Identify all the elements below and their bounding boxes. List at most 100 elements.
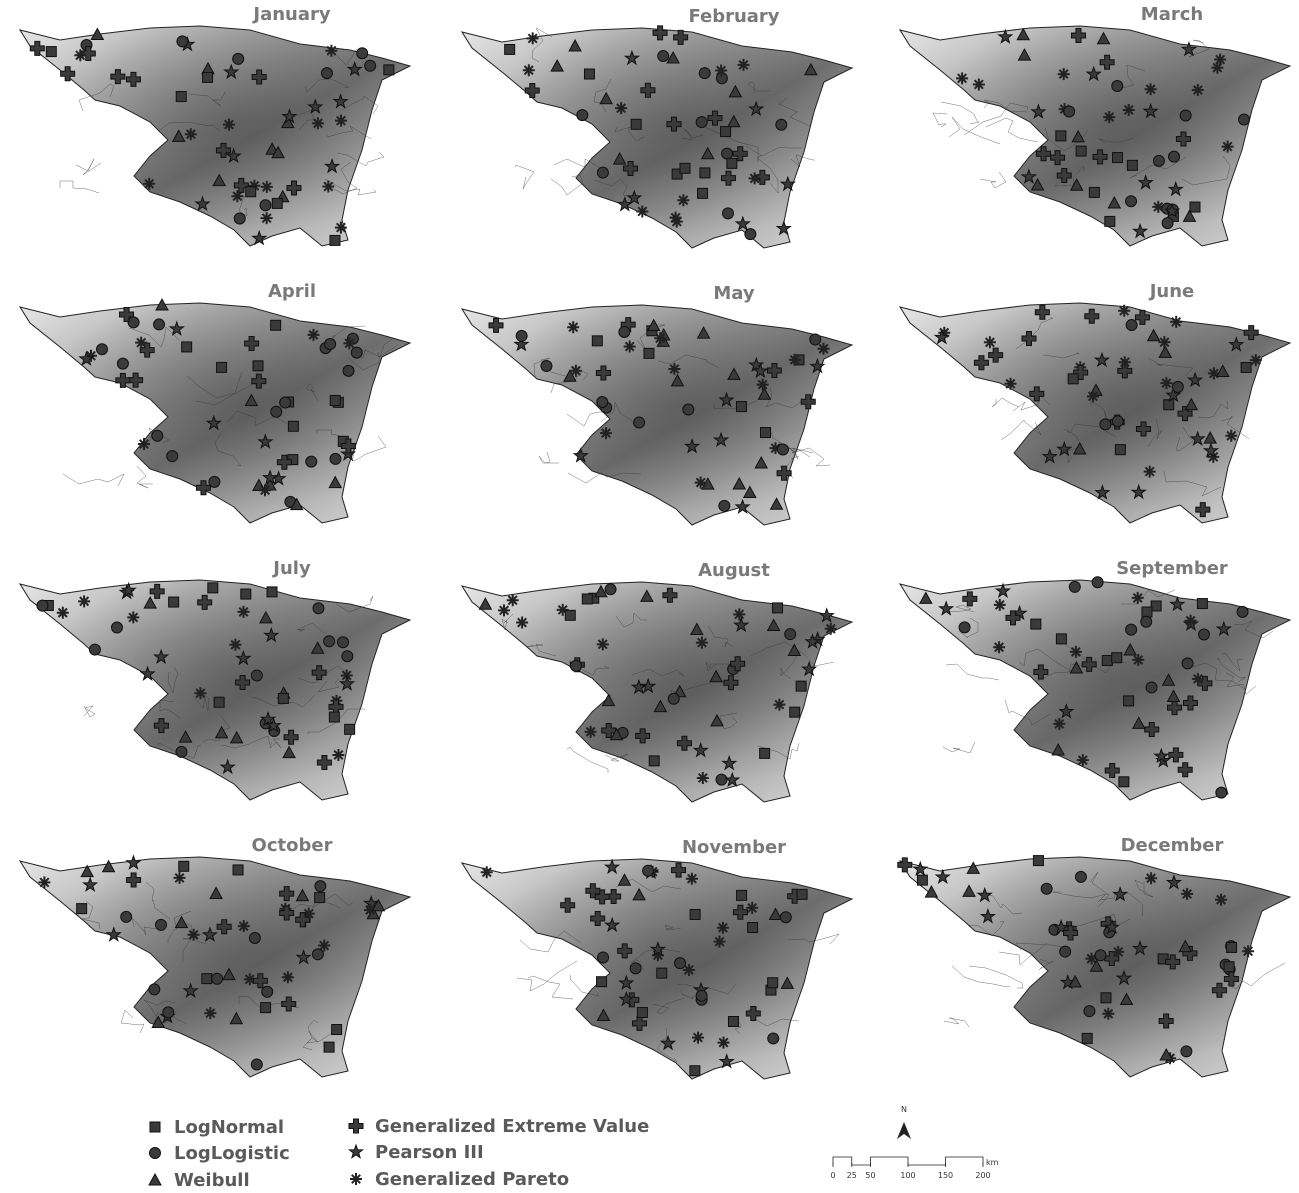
scale-label: 200 bbox=[975, 1171, 990, 1180]
figure: JanuaryFebruaryMarchAprilMayJuneJulyAugu… bbox=[0, 0, 1299, 1193]
marker-square bbox=[690, 1066, 700, 1076]
marker-asterisk bbox=[57, 607, 69, 619]
marker-circle bbox=[776, 119, 787, 130]
marker-circle bbox=[271, 406, 282, 417]
month-title: June bbox=[1148, 281, 1195, 302]
marker-asterisk bbox=[1145, 872, 1157, 884]
marker-square bbox=[698, 188, 708, 198]
marker-circle bbox=[605, 584, 616, 595]
marker-circle bbox=[1198, 629, 1209, 640]
marker-circle bbox=[121, 911, 132, 922]
marker-circle bbox=[1064, 106, 1075, 117]
marker-square bbox=[261, 1003, 271, 1013]
marker-star bbox=[349, 1145, 362, 1158]
marker-square bbox=[1119, 777, 1129, 787]
marker-square bbox=[917, 875, 927, 885]
marker-asterisk bbox=[956, 72, 968, 84]
marker-square bbox=[644, 348, 654, 358]
marker-circle bbox=[785, 629, 796, 640]
marker-square bbox=[1241, 362, 1251, 372]
marker-square bbox=[1056, 131, 1066, 141]
marker-circle bbox=[357, 48, 368, 59]
marker-circle bbox=[111, 622, 122, 633]
marker-circle bbox=[262, 986, 273, 997]
marker-asterisk bbox=[174, 872, 186, 884]
marker-asterisk bbox=[1144, 466, 1156, 478]
marker-circle bbox=[177, 36, 188, 47]
marker-circle bbox=[233, 53, 244, 64]
marker-square bbox=[330, 235, 340, 245]
marker-square bbox=[271, 320, 281, 330]
marker-square bbox=[77, 904, 87, 914]
basin-shade bbox=[462, 582, 852, 802]
basin-shade bbox=[900, 580, 1290, 800]
marker-circle bbox=[325, 339, 336, 350]
marker-triangle bbox=[149, 1174, 161, 1185]
marker-asterisk bbox=[825, 623, 837, 635]
marker-square bbox=[768, 978, 778, 988]
marker-circle bbox=[1172, 381, 1183, 392]
marker-asterisk bbox=[185, 128, 197, 140]
marker-circle bbox=[154, 319, 165, 330]
marker-square bbox=[565, 610, 575, 620]
marker-asterisk bbox=[229, 639, 241, 651]
map-panel: June bbox=[900, 281, 1290, 523]
marker-circle bbox=[117, 358, 128, 369]
marker-square bbox=[505, 44, 515, 54]
marker-square bbox=[690, 909, 700, 919]
marker-square bbox=[203, 72, 213, 82]
map-panel: September bbox=[900, 558, 1290, 800]
marker-circle bbox=[643, 865, 654, 876]
marker-asterisk bbox=[818, 343, 830, 355]
marker-asterisk bbox=[1103, 111, 1115, 123]
marker-circle bbox=[777, 444, 788, 455]
marker-square bbox=[332, 1025, 342, 1035]
marker-circle bbox=[1146, 682, 1157, 693]
marker-circle bbox=[577, 110, 588, 121]
basin-shade bbox=[20, 26, 410, 246]
river bbox=[567, 412, 610, 426]
marker-circle bbox=[249, 932, 260, 943]
month-title: September bbox=[1116, 558, 1228, 579]
marker-circle bbox=[1126, 624, 1137, 635]
month-title: July bbox=[271, 558, 311, 579]
map-panel: August bbox=[462, 560, 852, 802]
month-title: November bbox=[682, 837, 786, 858]
marker-circle bbox=[1239, 114, 1250, 125]
marker-asterisk bbox=[1112, 946, 1124, 958]
marker-square bbox=[760, 748, 770, 758]
scale-unit: km bbox=[986, 1158, 999, 1167]
river bbox=[946, 664, 999, 680]
marker-square bbox=[582, 594, 592, 604]
marker-square bbox=[700, 168, 710, 178]
river bbox=[515, 165, 534, 189]
marker-square bbox=[278, 693, 288, 703]
marker-square bbox=[46, 47, 56, 57]
marker-square bbox=[1068, 374, 1078, 384]
marker-circle bbox=[570, 660, 581, 671]
marker-square bbox=[182, 342, 192, 352]
marker-circle bbox=[37, 600, 48, 611]
river bbox=[952, 966, 1010, 987]
marker-square bbox=[179, 861, 189, 871]
marker-circle bbox=[597, 167, 608, 178]
marker-asterisk bbox=[38, 876, 50, 888]
river bbox=[792, 448, 830, 466]
marker-asterisk bbox=[1087, 390, 1099, 402]
marker-circle bbox=[260, 200, 271, 211]
marker-circle bbox=[1100, 419, 1111, 430]
marker-circle bbox=[343, 365, 354, 376]
marker-square bbox=[773, 603, 783, 613]
marker-circle bbox=[597, 397, 608, 408]
map-panel: May bbox=[462, 283, 852, 525]
marker-circle bbox=[351, 347, 362, 358]
marker-circle bbox=[212, 973, 223, 984]
marker-asterisk bbox=[1123, 104, 1135, 116]
marker-circle bbox=[1141, 616, 1152, 627]
map-panel: July bbox=[20, 558, 410, 800]
marker-square bbox=[1105, 216, 1115, 226]
basin-shade bbox=[900, 26, 1290, 246]
marker-asterisk bbox=[738, 59, 750, 71]
marker-asterisk bbox=[350, 1173, 362, 1185]
map-panel: October bbox=[20, 835, 410, 1077]
